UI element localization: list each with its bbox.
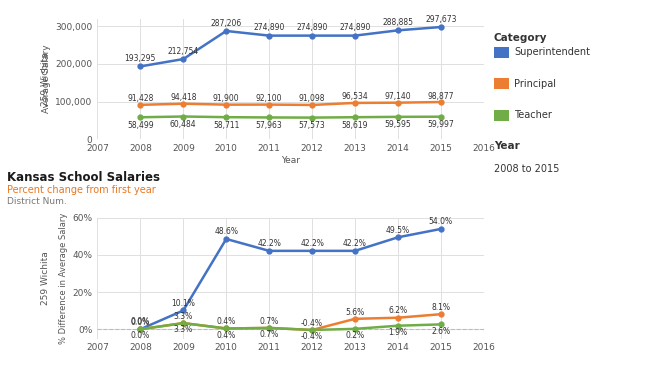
Text: Percent change from first year: Percent change from first year bbox=[7, 185, 155, 195]
Text: 54.0%: 54.0% bbox=[429, 217, 453, 226]
Text: 42.2%: 42.2% bbox=[300, 239, 324, 248]
Text: Category: Category bbox=[494, 33, 548, 44]
Text: Superintendent: Superintendent bbox=[514, 47, 590, 57]
Text: 0.2%: 0.2% bbox=[345, 331, 365, 340]
Text: 1.9%: 1.9% bbox=[388, 328, 407, 337]
Text: 2.6%: 2.6% bbox=[431, 327, 450, 336]
Text: 193,295: 193,295 bbox=[125, 54, 156, 63]
Y-axis label: % Difference in Average Salary: % Difference in Average Salary bbox=[59, 212, 69, 344]
Text: 58,711: 58,711 bbox=[213, 121, 239, 129]
Text: 3.3%: 3.3% bbox=[173, 312, 193, 321]
Text: 0.0%: 0.0% bbox=[131, 318, 150, 327]
Text: 57,963: 57,963 bbox=[256, 121, 282, 130]
Text: 0.0%: 0.0% bbox=[131, 331, 150, 340]
Text: 274,890: 274,890 bbox=[253, 23, 285, 32]
Text: 0.4%: 0.4% bbox=[216, 331, 236, 340]
Text: 3.3%: 3.3% bbox=[173, 326, 193, 334]
Text: 91,098: 91,098 bbox=[299, 94, 325, 103]
Y-axis label: Average Salary: Average Salary bbox=[42, 45, 51, 113]
Text: 0.0%: 0.0% bbox=[131, 317, 150, 327]
Text: 48.6%: 48.6% bbox=[214, 227, 239, 236]
Text: 212,754: 212,754 bbox=[168, 46, 199, 56]
Text: 42.2%: 42.2% bbox=[343, 239, 367, 248]
Text: 287,206: 287,206 bbox=[210, 19, 242, 28]
Text: 57,573: 57,573 bbox=[299, 121, 325, 130]
Text: 91,428: 91,428 bbox=[127, 94, 154, 103]
Text: 274,890: 274,890 bbox=[296, 23, 328, 32]
Text: 97,140: 97,140 bbox=[384, 92, 411, 101]
Text: 60,484: 60,484 bbox=[170, 120, 197, 129]
Text: Year: Year bbox=[494, 141, 519, 151]
Text: 49.5%: 49.5% bbox=[386, 225, 410, 234]
Text: 259 Wichita: 259 Wichita bbox=[41, 251, 50, 305]
Text: 91,900: 91,900 bbox=[213, 94, 239, 103]
Text: 58,619: 58,619 bbox=[342, 121, 368, 129]
Text: 274,890: 274,890 bbox=[339, 23, 371, 32]
Text: 5.6%: 5.6% bbox=[345, 308, 365, 317]
Text: 98,877: 98,877 bbox=[427, 92, 454, 100]
Text: Principal: Principal bbox=[514, 79, 556, 89]
Text: 42.2%: 42.2% bbox=[257, 239, 281, 248]
Text: 288,885: 288,885 bbox=[382, 18, 413, 27]
Text: 2008 to 2015: 2008 to 2015 bbox=[494, 164, 559, 174]
Text: Kansas School Salaries: Kansas School Salaries bbox=[7, 171, 160, 184]
Text: 96,534: 96,534 bbox=[341, 92, 368, 102]
Text: 92,100: 92,100 bbox=[256, 94, 282, 103]
Text: 59,997: 59,997 bbox=[427, 120, 454, 129]
Text: 59,595: 59,595 bbox=[384, 120, 411, 129]
Text: 10.1%: 10.1% bbox=[171, 299, 196, 308]
Text: 6.2%: 6.2% bbox=[388, 307, 407, 315]
Text: Teacher: Teacher bbox=[514, 110, 552, 120]
Text: 0.7%: 0.7% bbox=[259, 317, 279, 326]
Text: -0.4%: -0.4% bbox=[301, 332, 323, 341]
Text: District Num.: District Num. bbox=[7, 197, 67, 206]
Text: 94,418: 94,418 bbox=[170, 93, 196, 102]
X-axis label: Year: Year bbox=[281, 156, 300, 165]
Text: 259 Wichita: 259 Wichita bbox=[41, 52, 50, 106]
Text: 58,499: 58,499 bbox=[127, 121, 154, 130]
Text: 8.1%: 8.1% bbox=[431, 303, 450, 312]
Text: 297,673: 297,673 bbox=[425, 15, 457, 24]
Text: 0.7%: 0.7% bbox=[259, 330, 279, 339]
Text: 0.4%: 0.4% bbox=[216, 317, 236, 326]
Text: -0.4%: -0.4% bbox=[301, 319, 323, 328]
